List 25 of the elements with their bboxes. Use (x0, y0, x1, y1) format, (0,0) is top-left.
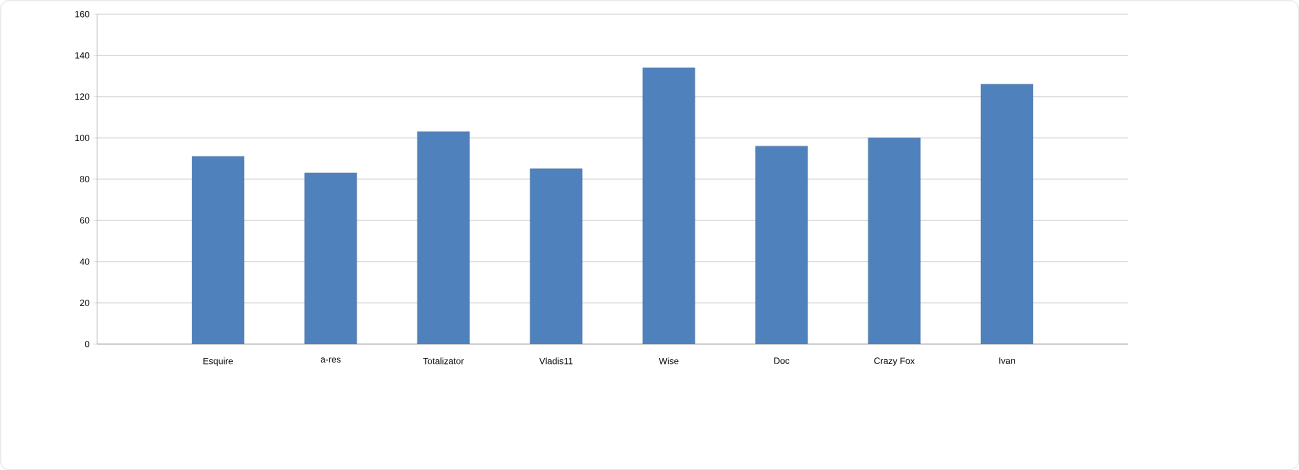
bar (642, 67, 696, 344)
y-tick-label: 100 (75, 134, 90, 141)
y-tick-label: 80 (80, 175, 90, 183)
x-tick-label: Wise (658, 357, 679, 365)
x-tick-label: Ivan (999, 357, 1015, 364)
bar (529, 168, 583, 344)
x-tick-label: Crazy Fox (874, 357, 915, 366)
y-tick-label: 160 (75, 10, 90, 18)
bar (191, 156, 245, 344)
x-tick-label: a-res (320, 357, 341, 363)
y-tick-label: 0 (84, 340, 90, 348)
bar (868, 137, 921, 344)
y-tick-label: 20 (80, 299, 90, 306)
x-tick-label: Totalizator (423, 357, 464, 365)
y-tick-label: 120 (75, 93, 90, 100)
x-tick-label: Vladis11 (539, 357, 573, 365)
y-tick-label: 140 (75, 52, 90, 59)
y-tick-label: 60 (80, 217, 90, 224)
bar (417, 131, 470, 344)
bar (980, 83, 1034, 344)
bar (304, 172, 357, 344)
y-tick-label: 40 (79, 258, 90, 265)
x-tick-label: Doc (774, 357, 790, 364)
bar (755, 145, 808, 344)
x-tick-label: Esquire (203, 357, 233, 366)
